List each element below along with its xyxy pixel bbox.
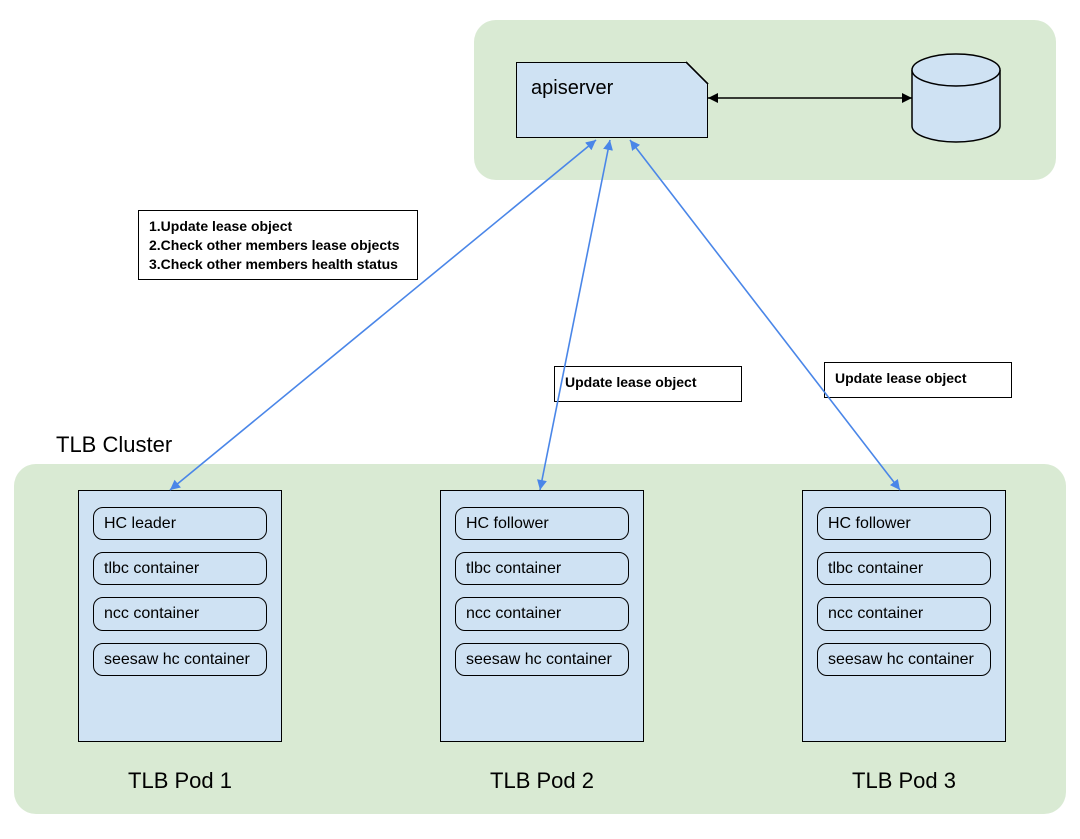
etcd-label: etcd (934, 94, 972, 117)
pod-label: TLB Pod 2 (440, 768, 644, 794)
container-row: seesaw hc container (93, 643, 267, 676)
container-row: HC leader (93, 507, 267, 540)
cluster-title: TLB Cluster (56, 432, 172, 458)
note-line: 2.Check other members lease objects (149, 236, 407, 255)
tlb-pod-1: HC leader tlbc container ncc container s… (78, 490, 282, 742)
container-row: HC follower (817, 507, 991, 540)
container-row: HC follower (455, 507, 629, 540)
container-row: ncc container (455, 597, 629, 630)
apiserver-label: apiserver (531, 77, 613, 99)
container-row: tlbc container (93, 552, 267, 585)
container-row: ncc container (93, 597, 267, 630)
container-row: ncc container (817, 597, 991, 630)
diagram-stage: apiserver etcd 1.Update lease object 2.C… (0, 0, 1080, 839)
note-line: 1.Update lease object (149, 217, 407, 236)
note-line: 3.Check other members health status (149, 255, 407, 274)
tlb-pod-3: HC follower tlbc container ncc container… (802, 490, 1006, 742)
container-row: seesaw hc container (817, 643, 991, 676)
container-row: seesaw hc container (455, 643, 629, 676)
pod-label: TLB Pod 1 (78, 768, 282, 794)
container-row: tlbc container (817, 552, 991, 585)
update-lease-note: Update lease object (554, 366, 742, 402)
apiserver-node: apiserver (516, 62, 708, 138)
fold-corner-icon (685, 62, 709, 86)
leader-actions-note: 1.Update lease object 2.Check other memb… (138, 210, 418, 280)
update-lease-note: Update lease object (824, 362, 1012, 398)
pod-label: TLB Pod 3 (802, 768, 1006, 794)
tlb-pod-2: HC follower tlbc container ncc container… (440, 490, 644, 742)
container-row: tlbc container (455, 552, 629, 585)
